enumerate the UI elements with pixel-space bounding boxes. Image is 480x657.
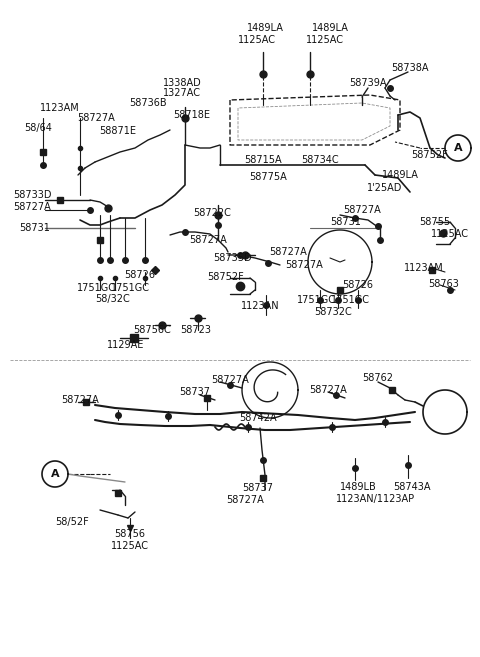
Text: 58738A: 58738A [391, 63, 429, 73]
Text: 58871E: 58871E [99, 126, 136, 136]
Text: 1125AC: 1125AC [238, 35, 276, 45]
Text: 58727A: 58727A [343, 205, 381, 215]
Polygon shape [242, 362, 298, 418]
Text: 1123AN: 1123AN [240, 301, 279, 311]
Polygon shape [42, 461, 68, 487]
Text: 58727A: 58727A [211, 375, 249, 385]
Text: 58736B: 58736B [129, 98, 167, 108]
Text: 58756: 58756 [115, 529, 145, 539]
Text: 58727A: 58727A [309, 385, 347, 395]
Text: 1489LB: 1489LB [340, 482, 376, 492]
Text: 1125AC: 1125AC [111, 541, 149, 551]
Text: 58715A: 58715A [244, 155, 282, 165]
Text: 58/52F: 58/52F [55, 517, 89, 527]
Text: 58732C: 58732C [314, 307, 352, 317]
Text: 58727A: 58727A [269, 247, 307, 257]
Text: 1751GC: 1751GC [331, 295, 370, 305]
Text: 58752F: 58752F [412, 150, 448, 160]
Text: 1489LA: 1489LA [382, 170, 419, 180]
Text: 1129AE: 1129AE [108, 340, 144, 350]
Text: 58722C: 58722C [193, 208, 231, 218]
Text: 58735D: 58735D [213, 253, 252, 263]
Text: 58726: 58726 [124, 270, 156, 280]
Text: 58755: 58755 [420, 217, 451, 227]
Text: 58734C: 58734C [301, 155, 339, 165]
Text: 58737: 58737 [242, 483, 274, 493]
Text: 58723: 58723 [180, 325, 212, 335]
Text: 58762: 58762 [362, 373, 394, 383]
Text: 1327AC: 1327AC [163, 88, 201, 98]
Text: 1'25AD: 1'25AD [367, 183, 403, 193]
Text: 58727A: 58727A [77, 113, 115, 123]
Text: 58727A: 58727A [61, 395, 99, 405]
Polygon shape [445, 135, 471, 161]
Text: 58775A: 58775A [249, 172, 287, 182]
Text: 58/64: 58/64 [24, 123, 52, 133]
Text: 58756C: 58756C [133, 325, 171, 335]
Text: 1751GC: 1751GC [76, 283, 116, 293]
Text: 58763: 58763 [429, 279, 459, 289]
Text: 1751GC: 1751GC [297, 295, 336, 305]
Text: 58743A: 58743A [393, 482, 431, 492]
Text: 58726: 58726 [343, 280, 373, 290]
Text: 1123AM: 1123AM [40, 103, 80, 113]
Text: 58731: 58731 [331, 217, 361, 227]
Text: 1123AN/1123AP: 1123AN/1123AP [336, 494, 416, 504]
Text: 1489LA: 1489LA [312, 23, 348, 33]
Text: 1489LA: 1489LA [247, 23, 283, 33]
Text: 58727A: 58727A [189, 235, 227, 245]
Text: 58739A: 58739A [349, 78, 387, 88]
Text: 1338AD: 1338AD [163, 78, 202, 88]
Text: 58737: 58737 [180, 387, 211, 397]
Text: 1125AC: 1125AC [431, 229, 469, 239]
Text: 58/32C: 58/32C [96, 294, 131, 304]
Text: 58733D: 58733D [13, 190, 51, 200]
Text: 58727A: 58727A [226, 495, 264, 505]
Text: 58742A: 58742A [239, 413, 277, 423]
Text: 1123AM: 1123AM [404, 263, 444, 273]
Text: 58752F: 58752F [208, 272, 244, 282]
Text: 58727A: 58727A [285, 260, 323, 270]
Text: 1751GC: 1751GC [110, 283, 149, 293]
Text: 58731: 58731 [20, 223, 50, 233]
Text: A: A [51, 469, 60, 479]
Text: A: A [454, 143, 462, 153]
Text: 58727A: 58727A [13, 202, 51, 212]
Text: 58718E: 58718E [173, 110, 211, 120]
Text: 1125AC: 1125AC [306, 35, 344, 45]
